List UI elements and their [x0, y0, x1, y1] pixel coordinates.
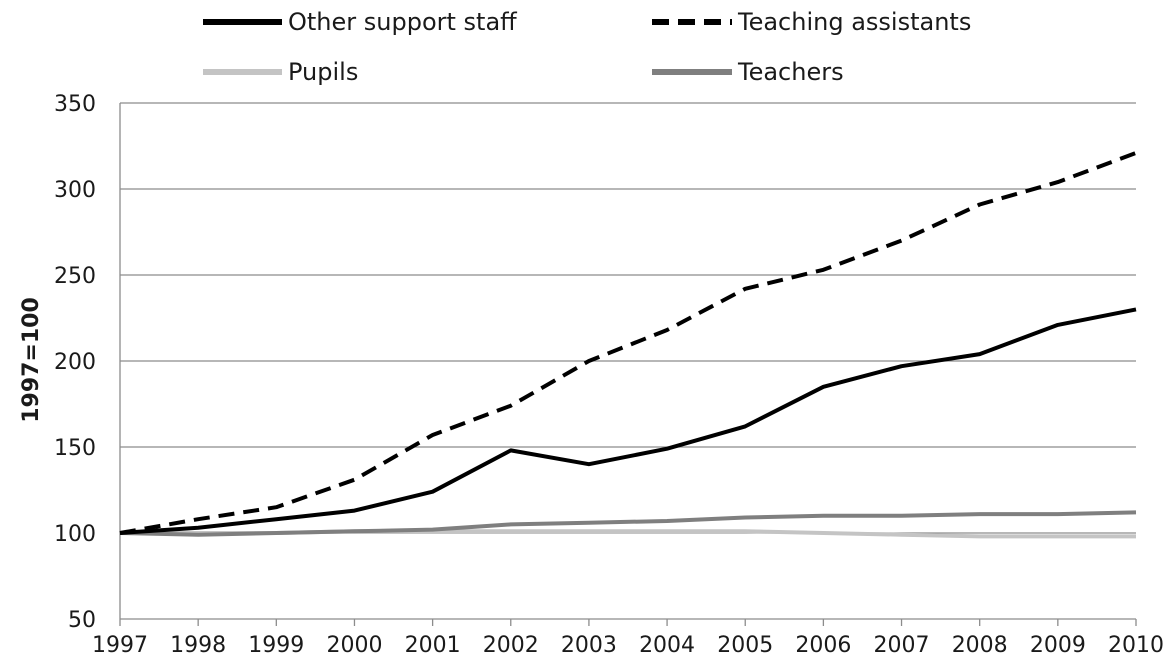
y-tick-label: 350 [54, 92, 96, 117]
series-line-teaching-assistants [119, 151, 1137, 535]
x-tick-label: 1998 [170, 633, 226, 658]
legend-label-pupils: Pupils [288, 58, 358, 86]
x-tick-label: 1997 [92, 633, 148, 658]
legend-label-teaching-assistants: Teaching assistants [737, 8, 971, 36]
y-tick-labels: 50 100 150 200 250 300 350 [54, 92, 96, 633]
y-tick-label: 50 [68, 608, 96, 633]
x-tick-label: 2000 [326, 633, 382, 658]
x-tick-label: 2008 [952, 633, 1008, 658]
y-tick-label: 300 [54, 178, 96, 203]
y-tick-label: 200 [54, 350, 96, 375]
x-tick-label: 2005 [717, 633, 773, 658]
x-tick-labels: 1997 1998 1999 2000 2001 2002 2003 2004 2005 2006… [92, 633, 1164, 658]
gridlines [119, 102, 1137, 626]
x-tick-label: 2004 [639, 633, 695, 658]
series-line-other-support-staff [119, 307, 1137, 535]
legend-label-teachers: Teachers [737, 58, 844, 86]
x-tick-label: 2010 [1108, 633, 1164, 658]
x-tick-label: 2002 [483, 633, 539, 658]
y-axis-title: 1997=100 [19, 297, 44, 423]
x-tick-label: 2003 [561, 633, 617, 658]
x-tick-label: 2009 [1030, 633, 1086, 658]
y-tick-label: 150 [54, 436, 96, 461]
x-tick-label: 2006 [795, 633, 851, 658]
y-tick-label: 100 [54, 522, 96, 547]
legend-label-other-support-staff: Other support staff [288, 8, 517, 36]
x-tick-label: 2001 [405, 633, 461, 658]
x-tick-label: 1999 [248, 633, 304, 658]
legend: Other support staff Teaching assistants Pu… [203, 8, 971, 86]
x-tick-label: 2007 [874, 633, 930, 658]
y-tick-label: 250 [54, 264, 96, 289]
series-line-teachers [119, 510, 1137, 537]
series-lines [119, 151, 1137, 539]
